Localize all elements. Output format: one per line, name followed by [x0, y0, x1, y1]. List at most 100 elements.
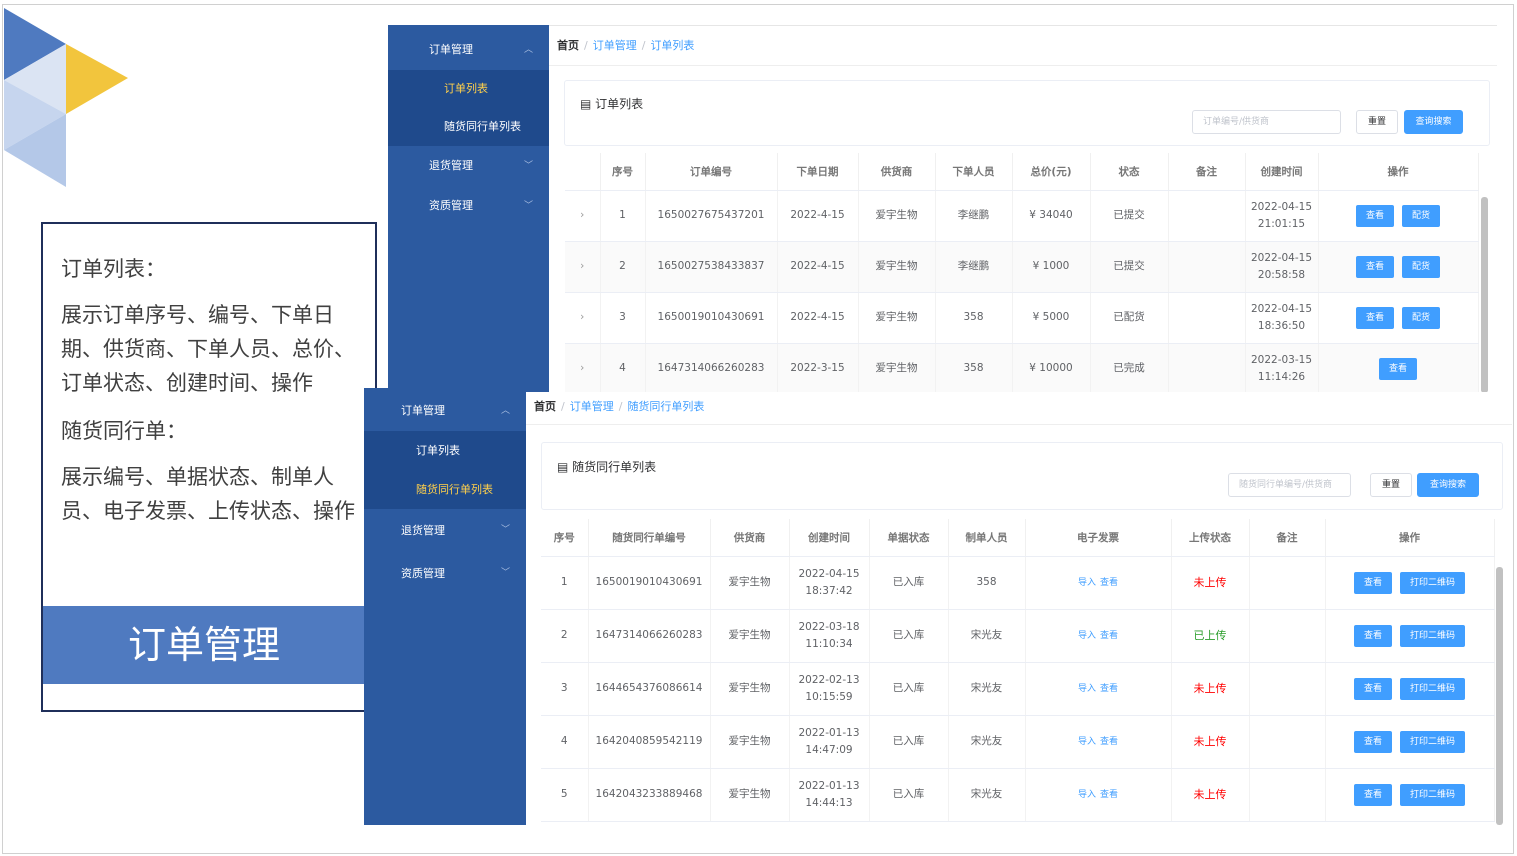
sidebar-group-qualification[interactable]: 资质管理 ﹀ — [364, 552, 526, 595]
column-header: 备注 — [1168, 153, 1246, 191]
sidebar-group-order[interactable]: 订单管理 ︿ — [388, 30, 549, 70]
cell-person: 李继鹏 — [935, 241, 1013, 293]
scrollbar[interactable] — [1496, 567, 1503, 825]
column-header: 单据状态 — [869, 519, 949, 557]
view-invoice-link[interactable]: 查看 — [1100, 789, 1119, 800]
cell-person: 李继鹏 — [935, 190, 1013, 242]
cell-supplier: 爱宇生物 — [858, 190, 936, 242]
created-date: 2022-04-15 — [1250, 302, 1313, 315]
crumb-order-mgmt[interactable]: 订单管理 — [592, 39, 637, 52]
print-qrcode-button[interactable]: 打印二维码 — [1400, 624, 1466, 647]
allocate-button[interactable]: 配货 — [1402, 255, 1441, 278]
print-qrcode-button[interactable]: 打印二维码 — [1400, 677, 1466, 700]
column-header: 序号 — [541, 519, 589, 557]
created-time: 18:37:42 — [805, 584, 853, 597]
cell-invoice: 导入 查看 — [1025, 556, 1172, 610]
search-input[interactable]: 随货同行单编号/供货商 — [1228, 473, 1351, 497]
view-button[interactable]: 查看 — [1355, 255, 1394, 278]
column-header: 订单编号 — [645, 153, 778, 191]
expand-chevron-icon[interactable]: › — [565, 241, 601, 293]
cell-date: 2022-4-15 — [777, 241, 859, 293]
reset-button[interactable]: 重置 — [1356, 110, 1398, 134]
view-button[interactable]: 查看 — [1353, 571, 1392, 594]
view-button[interactable]: 查看 — [1355, 204, 1394, 227]
crumb-home[interactable]: 首页 — [557, 39, 579, 52]
sidebar-item-order-list[interactable]: 订单列表 — [364, 431, 526, 470]
crumb-order-list[interactable]: 订单列表 — [650, 39, 695, 52]
view-button[interactable]: 查看 — [1353, 624, 1392, 647]
search-button[interactable]: 查询搜索 — [1404, 110, 1463, 134]
view-invoice-link[interactable]: 查看 — [1100, 736, 1119, 747]
sidebar-item-delivery-list[interactable]: 随货同行单列表 — [388, 108, 549, 146]
sidebar-group-qualification[interactable]: 资质管理 ﹀ — [388, 186, 549, 226]
cell-actions: 查看 打印二维码 — [1325, 715, 1495, 769]
cell-status: 已提交 — [1090, 190, 1169, 242]
cell-actions: 查看 配货 — [1318, 241, 1479, 293]
chevron-up-icon: ︿ — [523, 45, 533, 55]
allocate-button[interactable]: 配货 — [1402, 306, 1441, 329]
import-link[interactable]: 导入 — [1077, 577, 1096, 588]
sidebar-item-delivery-list[interactable]: 随货同行单列表 — [364, 470, 526, 509]
sidebar-group-return[interactable]: 退货管理 ﹀ — [364, 509, 526, 552]
print-qrcode-button[interactable]: 打印二维码 — [1400, 783, 1466, 806]
import-link[interactable]: 导入 — [1077, 789, 1096, 800]
cell-supplier: 爱宇生物 — [858, 343, 936, 393]
import-link[interactable]: 导入 — [1077, 736, 1096, 747]
table-row: 1 1650019010430691 爱宇生物 2022-04-15 18:37:42 已… — [541, 556, 1495, 610]
desc-delivery: 展示编号、单据状态、制单人员、电子发票、上传状态、操作 — [61, 465, 355, 523]
cell-status: 已入库 — [869, 556, 949, 610]
reset-button[interactable]: 重置 — [1370, 473, 1412, 497]
expand-chevron-icon[interactable]: › — [565, 343, 601, 393]
sidebar-group-order[interactable]: 订单管理 ︿ — [364, 391, 526, 431]
cell-created: 2022-02-13 10:15:59 — [789, 662, 870, 716]
expand-chevron-icon[interactable]: › — [565, 292, 601, 344]
cell-note — [1168, 292, 1246, 344]
table-row: › 3 1650019010430691 2022-4-15 爱宇生物 358 ¥ 5000… — [565, 292, 1479, 344]
delivery-table: 序号 随货同行单编号 供货商 创建时间 单据状态 制单人员 电子发票 上传状态 备注 操作 1 165… — [541, 519, 1495, 822]
crumb-delivery-list[interactable]: 随货同行单列表 — [627, 400, 705, 413]
sidebar-group-return[interactable]: 退货管理 ﹀ — [388, 146, 549, 186]
desc-order-list: 展示订单序号、编号、下单日期、供货商、下单人员、总价、订单状态、创建时间、操作 — [61, 303, 355, 395]
view-button[interactable]: 查看 — [1353, 783, 1392, 806]
crumb-order-mgmt[interactable]: 订单管理 — [569, 400, 614, 413]
cell-status: 已完成 — [1090, 343, 1169, 393]
expand-chevron-icon[interactable]: › — [565, 190, 601, 242]
search-button[interactable]: 查询搜索 — [1417, 473, 1479, 497]
cell-actions: 查看 配货 — [1318, 292, 1479, 344]
cell-note — [1249, 662, 1326, 716]
cell-status: 已提交 — [1090, 241, 1169, 293]
created-time: 10:15:59 — [805, 690, 853, 703]
view-button[interactable]: 查看 — [1353, 730, 1392, 753]
column-header: 供货商 — [710, 519, 790, 557]
cell-invoice: 导入 查看 — [1025, 768, 1172, 822]
cell-created: 2022-04-15 21:01:15 — [1245, 190, 1319, 242]
sidebar-2: 订单管理 ︿ 订单列表 随货同行单列表 退货管理 ﹀ 资质管理 ﹀ — [364, 388, 526, 825]
chevron-down-icon: ﹀ — [500, 525, 510, 535]
cell-maker: 358 — [948, 556, 1026, 610]
cell-invoice: 导入 查看 — [1025, 609, 1172, 663]
import-link[interactable]: 导入 — [1077, 630, 1096, 641]
cell-upload-status: 未上传 — [1171, 556, 1250, 610]
import-link[interactable]: 导入 — [1077, 683, 1096, 694]
cell-note — [1168, 190, 1246, 242]
sidebar-item-order-list[interactable]: 订单列表 — [388, 70, 549, 108]
view-invoice-link[interactable]: 查看 — [1100, 630, 1119, 641]
scrollbar[interactable] — [1481, 197, 1488, 393]
cell-note — [1249, 609, 1326, 663]
cell-no: 4 — [600, 343, 646, 393]
order-table: 序号 订单编号 下单日期 供货商 下单人员 总价(元) 状态 备注 创建时间 操作 › 1 165002… — [565, 153, 1479, 393]
crumb-home[interactable]: 首页 — [534, 400, 556, 413]
view-button[interactable]: 查看 — [1355, 306, 1394, 329]
print-qrcode-button[interactable]: 打印二维码 — [1400, 730, 1466, 753]
allocate-button[interactable]: 配货 — [1402, 204, 1441, 227]
print-qrcode-button[interactable]: 打印二维码 — [1400, 571, 1466, 594]
chevron-down-icon: ﹀ — [500, 568, 510, 578]
view-invoice-link[interactable]: 查看 — [1100, 577, 1119, 588]
column-header: 总价(元) — [1012, 153, 1091, 191]
created-time: 14:44:13 — [805, 796, 853, 809]
search-input[interactable]: 订单编号/供货商 — [1192, 110, 1341, 134]
view-invoice-link[interactable]: 查看 — [1100, 683, 1119, 694]
view-button[interactable]: 查看 — [1378, 357, 1417, 380]
created-time: 20:58:58 — [1257, 268, 1306, 281]
view-button[interactable]: 查看 — [1353, 677, 1392, 700]
